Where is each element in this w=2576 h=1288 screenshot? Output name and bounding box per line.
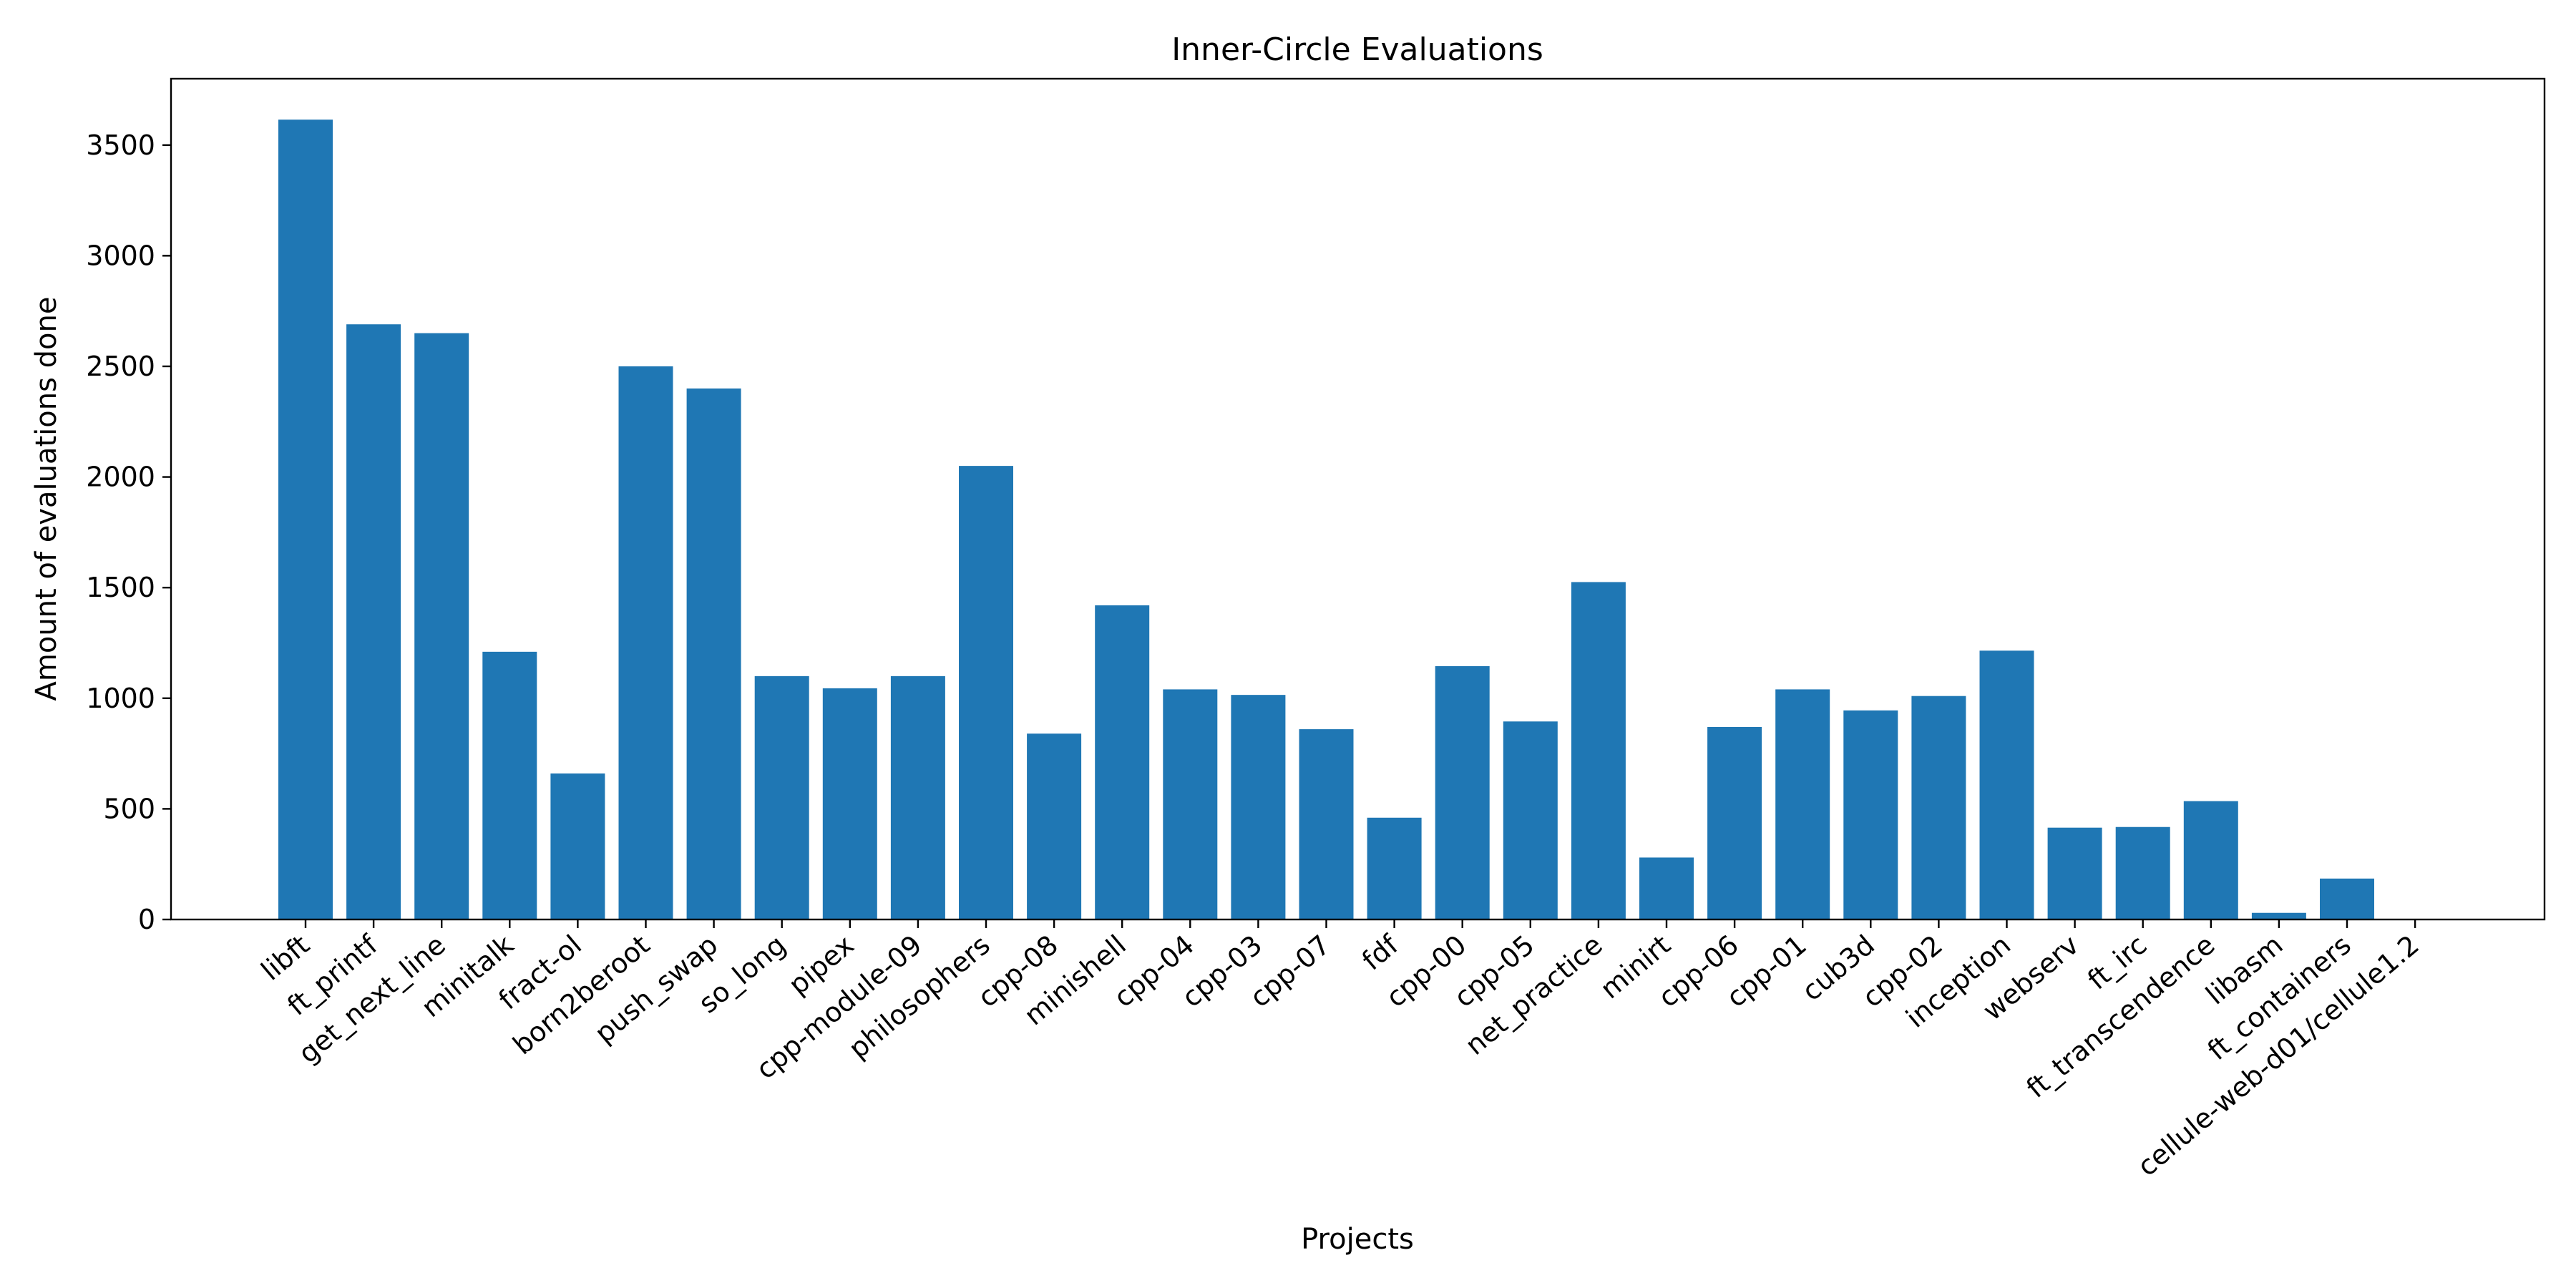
bar-get-next-line: [414, 333, 469, 919]
bar-born2beroot: [618, 366, 673, 919]
bar-cpp-06: [1707, 726, 1762, 919]
bar-push-swap: [686, 388, 741, 919]
y-tick-label: 1500: [86, 572, 155, 603]
bar-ft-irc: [2115, 826, 2170, 919]
bar-cpp-08: [1027, 733, 1082, 919]
plot-frame: [170, 77, 2546, 921]
y-tick-label: 3500: [86, 130, 155, 161]
bar-cpp-07: [1299, 729, 1354, 919]
bar-ft-printf: [346, 324, 401, 919]
y-tick-label: 2500: [86, 351, 155, 382]
bar-libft: [278, 119, 333, 919]
y-tick-label: 0: [138, 904, 155, 935]
bar-cpp-02: [1911, 696, 1966, 919]
bar-inception: [1979, 650, 2034, 919]
bar-minishell: [1095, 605, 1150, 919]
y-axis-ticks: 0 500 1000 1500 2000 2500 3000 3500: [86, 130, 171, 935]
bars-group: [278, 119, 2374, 919]
bar-philosophers: [959, 466, 1013, 919]
chart-title: Inner-Circle Evaluations: [1171, 31, 1543, 68]
y-axis-label: Amount of evaluations done: [30, 297, 63, 701]
bar-pipex: [822, 688, 877, 919]
y-tick-label: 1000: [86, 683, 155, 714]
y-tick-label: 2000: [86, 462, 155, 493]
bar-so-long: [754, 675, 809, 919]
bar-minirt: [1639, 857, 1694, 919]
y-tick-label: 500: [103, 793, 155, 824]
bar-cpp-04: [1163, 689, 1218, 919]
bar-cpp-01: [1775, 689, 1830, 919]
bar-net-practice: [1571, 582, 1626, 919]
x-tick-label: fdf: [1356, 928, 1405, 976]
bar-fract-ol: [550, 773, 605, 919]
bar-cpp-03: [1231, 695, 1286, 919]
bar-ft-containers: [2320, 878, 2374, 919]
bar-cpp-module-09: [890, 675, 945, 919]
bar-ft-transcendence: [2183, 801, 2238, 919]
x-axis-ticks: libftft_printfget_next_lineminitalkfract…: [255, 919, 2425, 1182]
bar-webserv: [2047, 827, 2102, 919]
bar-cpp-00: [1435, 665, 1490, 919]
y-tick-label: 3000: [86, 240, 155, 271]
x-axis-label: Projects: [1301, 1223, 1414, 1256]
bar-libasm: [2251, 912, 2306, 919]
bar-minitalk: [482, 651, 537, 919]
bar-cub3d: [1843, 710, 1898, 919]
bar-fdf: [1367, 817, 1422, 919]
bar-cpp-05: [1503, 721, 1558, 919]
